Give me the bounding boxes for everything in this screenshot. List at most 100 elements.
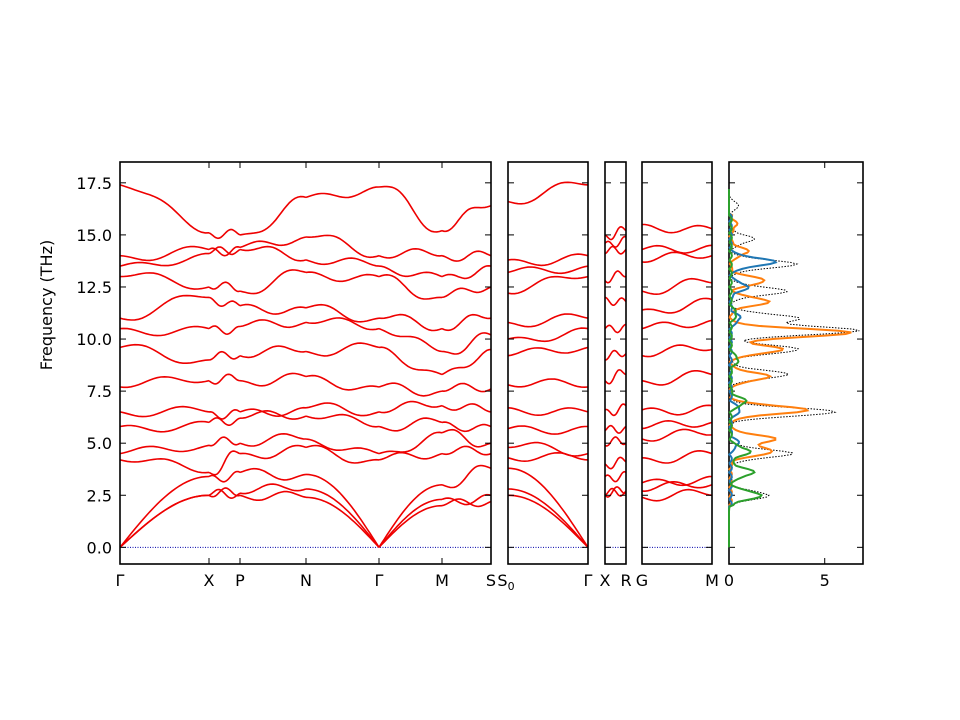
phonon-band	[441, 332, 492, 355]
phonon-band	[641, 297, 713, 314]
phonon-band	[119, 457, 210, 474]
k-point-label: S	[486, 571, 496, 590]
phonon-band	[507, 378, 589, 389]
phonon-band	[642, 223, 713, 234]
phonon-band	[378, 185, 443, 233]
phonon-band	[305, 496, 380, 548]
phonon-band	[119, 494, 210, 548]
phonon-band	[239, 372, 307, 387]
k-point-label: M	[705, 571, 719, 590]
band-panels: Γ X P N Γ M S0.02.55.07.510.012.515.017.5S0 Γ X R…	[76, 161, 864, 593]
phonon-band	[119, 252, 209, 267]
phonon-band	[641, 480, 713, 493]
phonon-band	[305, 271, 380, 283]
phonon-band	[507, 181, 589, 205]
panel-frame-3	[641, 161, 713, 565]
phonon-band	[604, 424, 627, 434]
phonon-band	[239, 303, 307, 315]
phonon-band	[441, 403, 492, 413]
phonon-band	[239, 444, 307, 460]
phonon-band	[119, 444, 210, 455]
k-point-label: X	[204, 571, 215, 590]
phonon-band	[441, 348, 492, 376]
k-point-label: S0	[497, 571, 514, 593]
phonon-band	[507, 327, 589, 343]
phonon-band	[119, 184, 210, 234]
phonon-band	[239, 195, 307, 236]
k-point-label: G	[636, 571, 648, 590]
panel-frame-dos	[728, 161, 864, 565]
phonon-band	[507, 425, 588, 435]
phonon-band	[208, 408, 241, 420]
phonon-band	[378, 327, 443, 353]
phonon-band	[641, 475, 713, 487]
panel-frame-1	[507, 161, 589, 565]
phonon-band	[208, 296, 241, 308]
phonon-band	[239, 409, 307, 420]
phonon-band	[378, 313, 443, 332]
y-tick-label: 17.5	[76, 174, 112, 193]
phonon-band	[378, 382, 443, 397]
phonon-band	[119, 294, 210, 321]
phonon-band	[641, 404, 713, 416]
phonon-band	[119, 405, 210, 418]
phonon-band	[208, 417, 241, 426]
phonon-band	[305, 234, 380, 259]
phonon-band	[305, 317, 380, 331]
y-tick-label: 10.0	[76, 330, 112, 349]
k-point-label: X	[600, 571, 611, 590]
phonon-band	[208, 373, 241, 385]
phonon-band	[604, 245, 627, 255]
phonon-band	[208, 245, 241, 257]
k-point-label: R	[620, 571, 631, 590]
phonon-band	[239, 467, 307, 481]
phonon-band	[604, 296, 627, 306]
phonon-band	[604, 436, 627, 447]
phonon-band	[239, 269, 307, 295]
phonon-band	[441, 498, 492, 508]
band-panel-1: S0 Γ	[497, 181, 593, 593]
k-point-label: P	[235, 571, 245, 590]
y-axis-title: Frequency (THz)	[37, 240, 56, 370]
phonon-band	[119, 245, 210, 262]
phonon-band	[378, 247, 443, 259]
phonon-band	[641, 251, 713, 264]
phonon-band	[305, 413, 380, 428]
phonon-band	[507, 253, 589, 267]
phonon-band	[441, 421, 492, 433]
phonon-band	[507, 488, 589, 548]
phonon-band	[305, 488, 380, 548]
phonon-band	[239, 236, 307, 249]
phonon-band	[378, 451, 443, 461]
y-tick-label: 15.0	[76, 226, 112, 245]
phonon-band	[305, 257, 380, 267]
phonon-band	[305, 473, 380, 548]
phonon-band	[208, 228, 241, 240]
y-tick-label: 0.0	[87, 538, 112, 557]
phonon-band	[305, 438, 380, 455]
phonon-band	[239, 490, 307, 501]
phonon-band	[441, 493, 492, 506]
phonon-band	[305, 374, 380, 391]
y-tick-label: 5.0	[87, 434, 112, 453]
y-tick-label: 2.5	[87, 486, 112, 505]
phonon-band	[441, 286, 492, 299]
phonon-band	[641, 344, 713, 358]
phonon-band	[378, 265, 443, 278]
dos-series-dos_b	[727, 189, 852, 548]
phonon-band	[507, 451, 589, 463]
dos-x-tick-label: 5	[820, 571, 830, 590]
phonon-band	[604, 225, 627, 241]
phonon-band	[305, 342, 380, 357]
phonon-band	[604, 369, 627, 385]
phonon-band	[208, 470, 241, 483]
phonon-band	[119, 420, 210, 433]
phonon-band	[507, 313, 589, 328]
phonon-band	[119, 343, 210, 364]
phonon-band	[641, 370, 713, 386]
phonon-band	[441, 264, 492, 280]
phonon-band	[305, 402, 380, 417]
